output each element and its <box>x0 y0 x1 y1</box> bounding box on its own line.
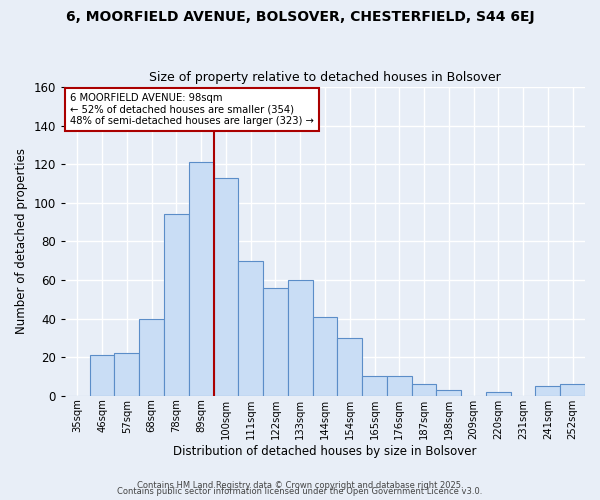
Bar <box>486 392 511 396</box>
Text: 6, MOORFIELD AVENUE, BOLSOVER, CHESTERFIELD, S44 6EJ: 6, MOORFIELD AVENUE, BOLSOVER, CHESTERFI… <box>65 10 535 24</box>
Bar <box>238 260 263 396</box>
Bar <box>139 318 164 396</box>
Bar <box>387 376 412 396</box>
Bar <box>90 356 115 396</box>
Bar <box>214 178 238 396</box>
Bar <box>337 338 362 396</box>
Y-axis label: Number of detached properties: Number of detached properties <box>15 148 28 334</box>
Text: Contains HM Land Registry data © Crown copyright and database right 2025.: Contains HM Land Registry data © Crown c… <box>137 481 463 490</box>
X-axis label: Distribution of detached houses by size in Bolsover: Distribution of detached houses by size … <box>173 444 477 458</box>
Bar <box>263 288 288 396</box>
Text: Contains public sector information licensed under the Open Government Licence v3: Contains public sector information licen… <box>118 488 482 496</box>
Bar <box>115 354 139 396</box>
Bar <box>313 316 337 396</box>
Bar <box>189 162 214 396</box>
Bar <box>535 386 560 396</box>
Text: 6 MOORFIELD AVENUE: 98sqm
← 52% of detached houses are smaller (354)
48% of semi: 6 MOORFIELD AVENUE: 98sqm ← 52% of detac… <box>70 93 314 126</box>
Bar <box>288 280 313 396</box>
Title: Size of property relative to detached houses in Bolsover: Size of property relative to detached ho… <box>149 72 501 85</box>
Bar <box>164 214 189 396</box>
Bar <box>412 384 436 396</box>
Bar <box>362 376 387 396</box>
Bar <box>560 384 585 396</box>
Bar <box>436 390 461 396</box>
